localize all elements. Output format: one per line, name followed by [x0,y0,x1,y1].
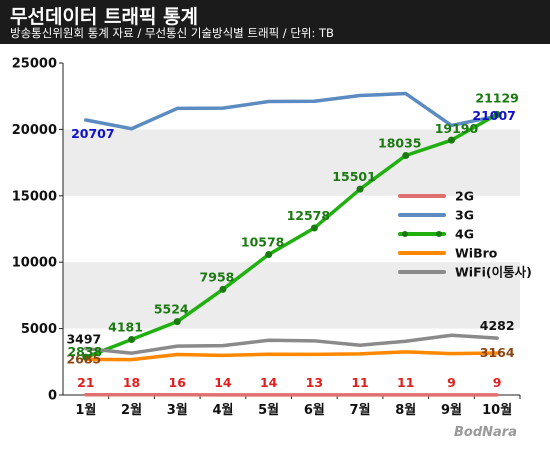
data-label: 18035 [378,135,422,150]
x-tick-labels: 1월 2월 3월 4월 5월 6월 7월 8월 9월 10월 [75,402,512,418]
data-point-4G [128,335,136,343]
data-point-4G [356,185,364,193]
data-point-4G [173,318,181,326]
data-label: 3497 [66,332,101,347]
data-label: 4282 [480,318,515,333]
chart-title: 무선데이터 트래픽 통계 [10,6,199,28]
legend-label: WiBro [455,246,498,261]
data-label: 7958 [200,269,235,284]
data-label: 21129 [475,90,519,105]
series-line-4G [84,112,499,360]
data-label: 5524 [154,302,189,317]
legend-marker [436,231,442,237]
x-tick-label: 7월 [350,402,371,418]
x-tick-label: 4월 [212,402,233,418]
series-markers [82,110,501,361]
data-point-4G [402,151,410,159]
data-labels: 21 18 16 14 14 13 11 11 9 9 20707 21007 4181 5524 7958… [66,90,518,390]
grid-band [63,129,520,196]
data-label: 21007 [472,108,516,123]
data-label: 11 [397,375,414,390]
x-tick-label: 2월 [121,402,142,418]
x-tick-label: 3월 [167,402,188,418]
axes [59,62,521,399]
data-label: 2838 [67,344,102,359]
data-label: 16 [169,375,187,390]
legend-label: 2G [455,189,474,204]
series-line-WiBro [84,350,499,362]
y-tick-labels: 0 5000 10000 15000 20000 25000 [12,57,57,404]
y-tick-label: 15000 [12,189,57,204]
series-line-3G [84,91,499,131]
data-point-4G [265,251,273,259]
y-tick-label: 10000 [12,256,57,271]
series-line-WiFi(이통사) [84,333,499,355]
data-label: 19190 [435,121,479,136]
x-tick-label: 6월 [304,402,325,418]
data-label: 10578 [241,235,285,250]
data-label: 2685 [66,351,101,366]
legend: 2G 3G 4G WiBro WiFi(이통사) [398,189,532,280]
data-label: 4181 [108,319,143,334]
data-label: 9 [493,375,502,390]
data-label: 11 [351,375,368,390]
data-point-4G [447,136,455,144]
x-tick-label: 9월 [441,402,462,418]
data-label: 12578 [287,208,331,223]
data-point-4G [493,110,501,118]
data-point-4G [219,285,227,293]
data-label: 21 [77,375,94,390]
legend-label: WiFi(이통사) [455,265,532,280]
legend-label: 4G [455,227,474,242]
data-label: 9 [447,375,456,390]
data-label: 20707 [71,126,115,141]
line-chart: 0 5000 10000 15000 20000 25000 1월 2월 3월 4월 5월 6월 7월… [12,57,532,419]
data-label: 14 [214,375,232,390]
y-tick-label: 5000 [21,322,57,337]
y-tick-label: 0 [48,389,57,404]
chart-subtitle: 방송통신위원회 통계 자료 / 무선통신 기술방식별 트래픽 / 단위: TB [10,26,334,40]
grid-bands [63,129,520,329]
x-tick-label: 1월 [75,402,96,418]
data-point-4G [310,224,318,232]
series-lines [84,91,499,397]
legend-label: 3G [455,208,474,223]
header-bar: 무선데이터 트래픽 통계 방송통신위원회 통계 자료 / 무선통신 기술방식별 … [0,0,550,44]
x-tick-label: 10월 [482,402,512,418]
y-tick-label: 20000 [12,123,57,138]
data-label: 14 [260,375,278,390]
x-tick-label: 8월 [395,402,416,418]
x-tick-label: 5월 [258,402,279,418]
data-label: 18 [123,375,140,390]
y-tick-label: 25000 [12,57,57,72]
data-label: 13 [306,375,323,390]
legend-marker [402,231,408,237]
data-label: 3164 [480,345,515,360]
brand-watermark: BodNara [454,425,517,440]
data-label: 15501 [332,169,376,184]
data-point-4G [82,353,90,361]
